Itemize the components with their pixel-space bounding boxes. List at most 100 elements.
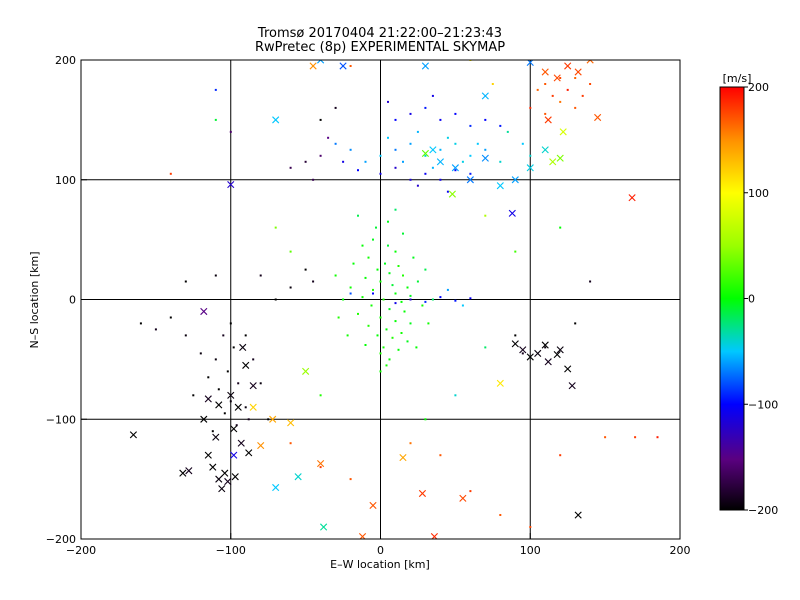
data-point-dot — [267, 418, 270, 421]
data-point-dot — [403, 310, 406, 313]
data-point-cross — [628, 194, 636, 202]
data-point-dot — [229, 400, 232, 403]
chart-title: Tromsø 20170404 21:22:00–21:23:43 — [257, 26, 502, 41]
data-point-dot — [439, 118, 442, 121]
data-point-dot — [304, 160, 307, 163]
data-point-cross — [179, 469, 187, 477]
data-point-dot — [361, 244, 364, 247]
data-point-cross — [496, 379, 504, 387]
data-point-cross — [574, 68, 582, 76]
data-point-cross — [541, 341, 549, 349]
data-point-dot — [169, 172, 172, 175]
data-point-dot — [469, 124, 472, 127]
data-point-dot — [312, 280, 315, 283]
data-point-cross — [249, 382, 257, 390]
data-point-cross — [534, 349, 542, 357]
data-point-cross — [200, 307, 208, 316]
colorbar-tick-label: −200 — [748, 504, 778, 517]
data-point-cross — [418, 489, 427, 498]
data-point-cross — [451, 164, 459, 172]
data-point-dot — [235, 424, 238, 427]
data-point-dot — [394, 166, 397, 169]
data-point-dot — [424, 154, 427, 157]
data-point-dot — [416, 280, 419, 283]
data-point-cross — [568, 382, 576, 390]
data-point-dot — [184, 280, 187, 283]
data-point-dot — [252, 358, 255, 361]
data-point-cross — [245, 449, 253, 457]
data-point-cross — [215, 475, 223, 483]
data-point-dot — [581, 94, 584, 97]
data-point-dot — [394, 250, 397, 253]
data-point-dot — [439, 148, 442, 151]
data-point-dot — [521, 142, 524, 145]
y-tick-label: 100 — [55, 174, 76, 187]
data-point-dot — [461, 160, 464, 163]
data-point-dot — [388, 308, 391, 311]
data-point-dot — [370, 304, 373, 307]
data-point-cross — [399, 453, 407, 462]
data-point-dot — [244, 406, 247, 409]
data-point-cross — [511, 176, 519, 184]
data-point-dot — [376, 334, 379, 337]
data-point-dot — [259, 382, 262, 385]
colorbar — [719, 86, 745, 511]
data-point-dot — [424, 172, 427, 175]
data-point-dot — [349, 478, 352, 481]
data-point-dot — [349, 148, 352, 151]
data-point-cross — [209, 463, 217, 471]
colorbar-tick-label: −100 — [748, 398, 778, 411]
data-point-dot — [409, 142, 412, 145]
data-point-dot — [514, 334, 517, 337]
data-point-cross — [421, 149, 430, 157]
data-point-dot — [484, 148, 487, 151]
data-point-dot — [394, 320, 397, 323]
data-point-dot — [388, 358, 391, 361]
data-point-dot — [334, 106, 337, 109]
data-point-cross — [221, 469, 229, 477]
data-point-cross — [185, 467, 193, 475]
data-point-dot — [154, 328, 157, 331]
data-point-cross — [544, 116, 552, 124]
data-point-cross — [339, 62, 347, 70]
data-point-dot — [229, 322, 232, 325]
data-point-cross — [239, 343, 247, 351]
data-point-cross — [237, 439, 245, 447]
data-point-dot — [319, 394, 322, 397]
data-point-dot — [226, 370, 229, 373]
data-point-dot — [415, 346, 418, 349]
data-point-dot — [427, 322, 430, 325]
data-point-dot — [319, 118, 322, 121]
data-point-dot — [214, 88, 217, 91]
colorbar-tick-label: 200 — [748, 81, 769, 94]
data-point-cross — [269, 415, 277, 423]
data-point-dot — [289, 442, 292, 445]
data-point-cross — [231, 473, 239, 481]
data-point-dot — [551, 94, 554, 97]
data-point-dot — [400, 332, 403, 334]
data-point-dot — [431, 166, 434, 169]
data-point-cross — [230, 425, 238, 433]
data-point-dot — [559, 226, 562, 229]
data-point-cross — [320, 523, 328, 531]
data-point-cross — [559, 128, 567, 136]
data-point-dot — [409, 442, 412, 445]
data-point-cross — [294, 473, 302, 481]
data-points — [129, 60, 659, 539]
data-point-cross — [466, 176, 474, 184]
grid-lines — [81, 60, 680, 539]
data-point-dot — [289, 286, 292, 289]
x-axis-label: E–W location [km] — [330, 558, 430, 571]
data-point-cross — [459, 494, 467, 502]
data-point-dot — [461, 304, 464, 307]
data-point-cross — [541, 146, 549, 154]
data-point-dot — [484, 214, 487, 217]
data-point-cross — [302, 367, 310, 375]
data-point-cross — [519, 346, 527, 354]
data-point-dot — [431, 298, 434, 301]
data-point-dot — [499, 514, 502, 516]
data-point-dot — [454, 112, 457, 115]
data-point-dot — [367, 256, 370, 259]
data-point-dot — [237, 382, 240, 385]
